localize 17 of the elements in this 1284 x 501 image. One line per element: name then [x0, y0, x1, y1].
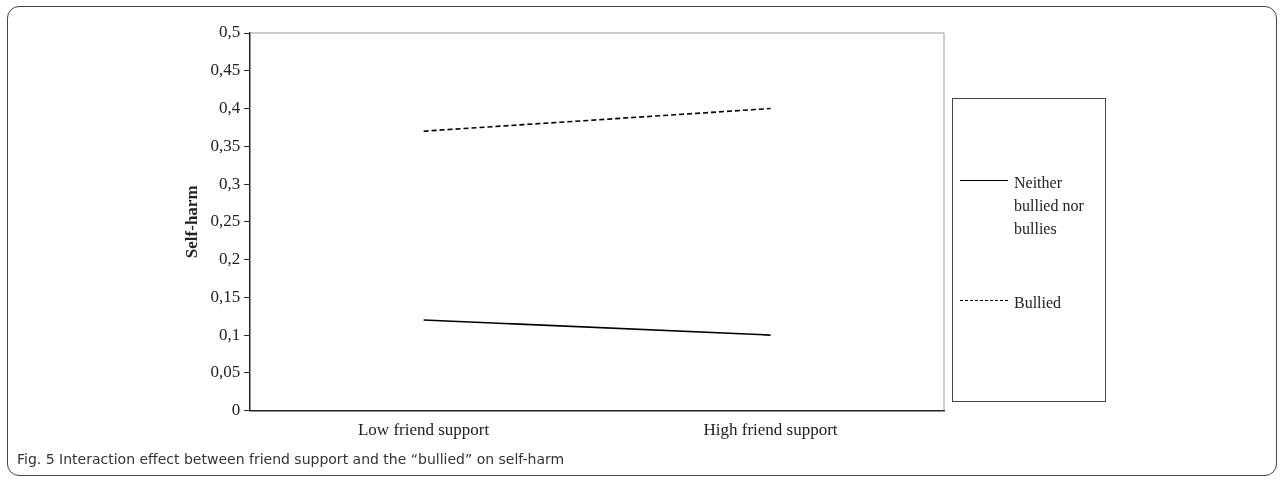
- y-tick-label: 0,5: [218, 22, 241, 42]
- y-tick-label: 0,3: [218, 173, 241, 193]
- y-tick-label: 0,2: [218, 249, 241, 269]
- y-tick-label: 0: [231, 400, 241, 420]
- y-tick-label: 0,1: [218, 324, 241, 344]
- y-tick-label: 0,4: [218, 97, 241, 117]
- y-axis-title: Self-harm: [181, 185, 201, 259]
- y-tick-label: 0,45: [210, 60, 241, 80]
- caption: Fig. 5 Interaction effect between friend support and the “bullied” on self-harm: [17, 451, 565, 467]
- y-tick-label: 0,05: [210, 362, 241, 382]
- y-tick-label: 0,15: [210, 286, 241, 306]
- y-tick-label: 0,25: [210, 211, 241, 231]
- y-tick-label: 0,35: [210, 135, 241, 155]
- legend-label: Neither bullied nor bullies: [1014, 173, 1085, 239]
- legend-label: Bullied: [1014, 293, 1063, 313]
- x-tick-label: High friend support: [703, 420, 838, 440]
- x-tick-label: Low friend support: [357, 420, 490, 440]
